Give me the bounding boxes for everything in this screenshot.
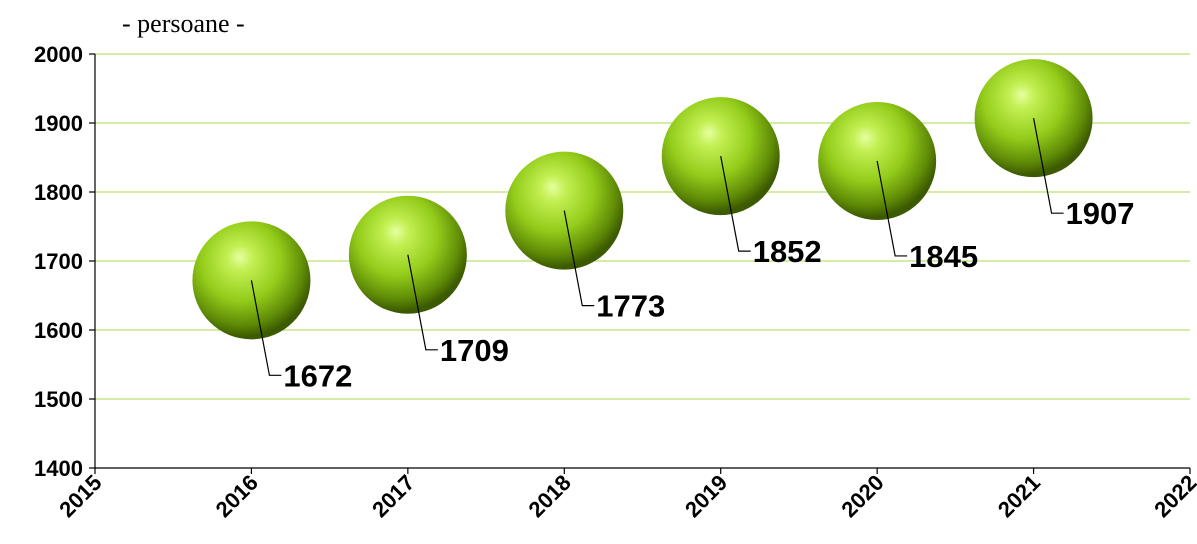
data-label-2020: 1845 (909, 239, 978, 274)
data-label-2016: 1672 (283, 358, 352, 393)
y-tick-label: 1700 (34, 249, 83, 274)
y-tick-label: 2000 (34, 42, 83, 67)
y-tick-labels: 1400 1500 1600 1700 1800 1900 2000 (34, 42, 83, 481)
leader-line (407, 254, 438, 351)
x-tick-label: 2018 (524, 470, 576, 522)
leader-line (1032, 118, 1064, 214)
unit-label: - persoane - (122, 9, 245, 38)
x-tick-label: 2022 (1149, 470, 1197, 522)
x-tick-label: 2016 (211, 470, 263, 522)
leader-line (876, 160, 908, 257)
axes (89, 53, 1191, 474)
y-tick-label: 1400 (34, 456, 83, 481)
bubble-2017 (348, 195, 467, 314)
y-tick-label: 1600 (34, 318, 83, 343)
x-tick-label: 2020 (836, 470, 888, 522)
x-tick-label: 2017 (367, 470, 419, 522)
leader-line (250, 280, 282, 376)
leader-line (563, 210, 595, 307)
y-tick-label: 1500 (34, 387, 83, 412)
y-tick-label: 1800 (34, 180, 83, 205)
leader-line (720, 156, 751, 252)
data-label-2019: 1852 (753, 234, 822, 269)
y-tick-label: 1900 (34, 111, 83, 136)
data-label-2018: 1773 (596, 289, 665, 324)
x-tick-label: 2021 (993, 470, 1045, 522)
x-tick-label: 2019 (680, 470, 732, 522)
data-label-2017: 1709 (440, 333, 509, 368)
x-tick-labels: 2015 2016 2017 2018 2019 2020 2021 2022 (54, 470, 1197, 522)
data-label-2021: 1907 (1066, 196, 1135, 231)
data-labels: 1672 1709 1773 1852 1845 1907 (250, 118, 1135, 393)
